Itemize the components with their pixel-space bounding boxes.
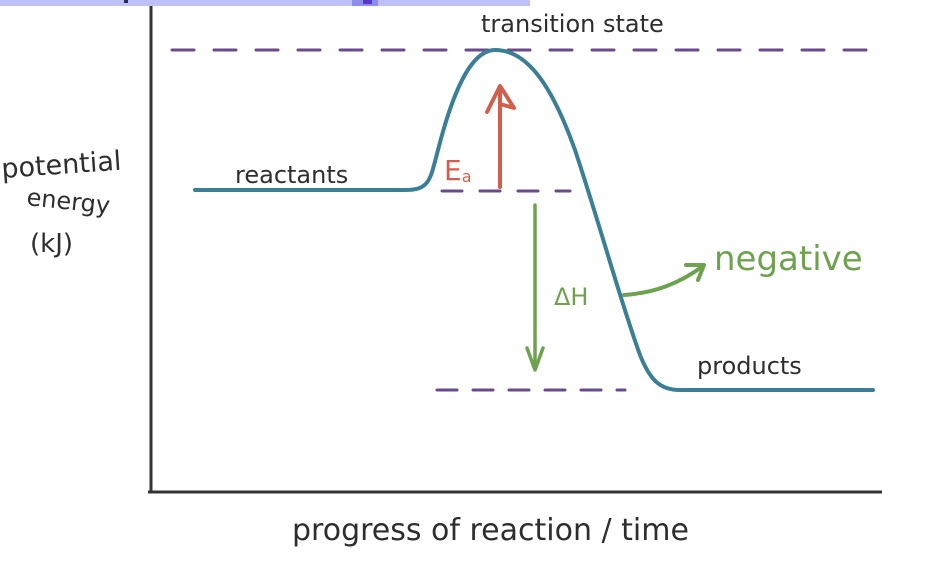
- enthalpy-change-arrow: [525, 203, 545, 372]
- svg-text:potential: potential: [0, 146, 122, 185]
- x-axis-label: progress of reaction / time: [292, 513, 689, 548]
- ea-label: Ea: [444, 154, 472, 187]
- dashed-level-lines: [170, 48, 884, 392]
- transition-state-label: transition state: [481, 10, 664, 38]
- y-axis-label: potential energy (kJ): [0, 146, 122, 259]
- energy-curve: [193, 47, 875, 392]
- negative-label: negative: [714, 239, 863, 279]
- selection-highlight-band: [0, 0, 530, 6]
- products-label: products: [697, 352, 802, 380]
- svg-text:energy: energy: [25, 183, 111, 220]
- axes: [148, 6, 882, 494]
- selection-cursor-mark-small: [124, 0, 128, 3]
- reactants-label: reactants: [235, 161, 348, 189]
- svg-text:(kJ): (kJ): [30, 229, 73, 259]
- selection-cursor-mark: [363, 0, 372, 4]
- activation-energy-arrow: [485, 84, 516, 189]
- delta-h-label: ΔH: [554, 283, 588, 311]
- negative-pointer-arrow: [622, 263, 706, 297]
